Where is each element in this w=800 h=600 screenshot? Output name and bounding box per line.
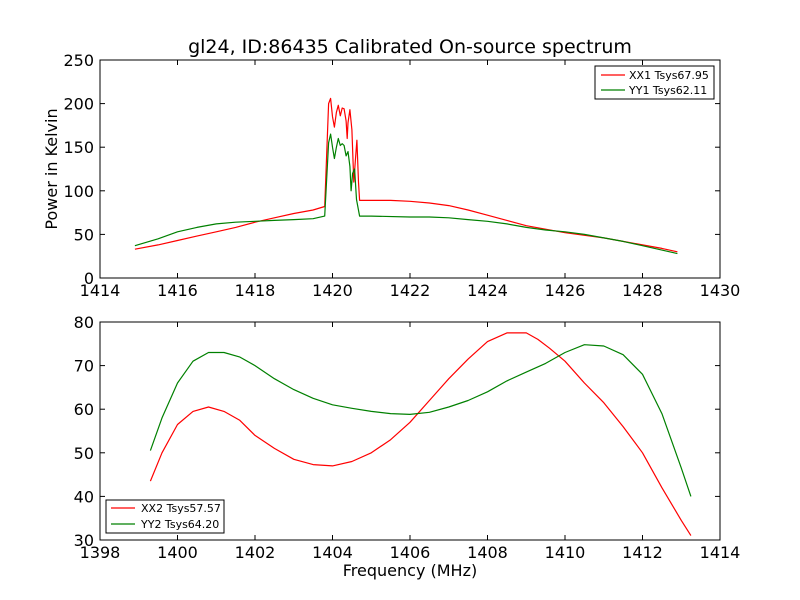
x-tick-label: 1426 (545, 281, 586, 300)
series-line-xx1 (134, 97, 678, 253)
legend-label-xx2: XX2 Tsys57.57 (141, 502, 221, 515)
x-tick-label: 1400 (157, 543, 198, 562)
x-tick-label: 1420 (312, 281, 353, 300)
series-lines (149, 332, 692, 536)
legend-box (594, 65, 715, 100)
y-tick-label: 100 (63, 182, 94, 201)
x-tick-label: 1424 (467, 281, 508, 300)
legend-label-xx1: XX1 Tsys67.95 (629, 69, 709, 82)
x-axis-label: Frequency (MHz) (343, 561, 477, 580)
x-tick-label: 1416 (157, 281, 198, 300)
series-line-yy2 (149, 344, 692, 497)
x-tick-label: 1408 (467, 543, 508, 562)
series-lines (134, 97, 678, 255)
x-tick-label: 1428 (622, 281, 663, 300)
y-tick-label: 50 (74, 444, 94, 463)
y-tick-label: 0 (84, 269, 94, 288)
axis-ticks: 1414 1416 1418 1420 1422 1424 1426 1428 1430 0 50 1… (63, 51, 740, 300)
x-tick-label: 1418 (235, 281, 276, 300)
y-tick-label: 150 (63, 138, 94, 157)
x-tick-label: 1402 (235, 543, 276, 562)
y-axis-label: Power in Kelvin (42, 108, 61, 229)
series-line-yy1 (134, 133, 678, 255)
legend: XX1 Tsys67.95 YY1 Tsys62.11 (594, 65, 715, 100)
x-tick-label: 1404 (312, 543, 353, 562)
y-tick-label: 50 (74, 225, 94, 244)
y-tick-label: 40 (74, 487, 94, 506)
y-tick-label: 70 (74, 357, 94, 376)
x-tick-label: 1412 (622, 543, 663, 562)
x-tick-label: 1410 (545, 543, 586, 562)
chart-title: gl24, ID:86435 Calibrated On-source spec… (188, 36, 632, 58)
series-line-xx2 (149, 332, 692, 536)
x-tick-label: 1422 (390, 281, 431, 300)
x-tick-label: 1414 (700, 543, 741, 562)
top-panel: gl24, ID:86435 Calibrated On-source spec… (42, 36, 740, 300)
y-tick-label: 200 (63, 95, 94, 114)
x-tick-label: 1430 (700, 281, 741, 300)
y-tick-label: 60 (74, 400, 94, 419)
x-tick-label: 1406 (390, 543, 431, 562)
y-tick-label: 30 (74, 531, 94, 550)
x-tick-label: 1398 (80, 543, 121, 562)
y-tick-label: 80 (74, 313, 94, 332)
axis-ticks: 1398 1400 1402 1404 1406 1408 1410 1412 1414 30 40… (74, 313, 741, 562)
bottom-panel: Frequency (MHz) 1398 1400 1402 1404 1406 1408… (74, 313, 741, 580)
x-tick-label: 1414 (80, 281, 121, 300)
legend-label-yy2: YY2 Tsys64.20 (140, 518, 219, 531)
y-tick-label: 250 (63, 51, 94, 70)
legend-box (105, 499, 225, 534)
legend-label-yy1: YY1 Tsys62.11 (628, 84, 707, 97)
legend: XX2 Tsys57.57 YY2 Tsys64.20 (105, 499, 225, 534)
